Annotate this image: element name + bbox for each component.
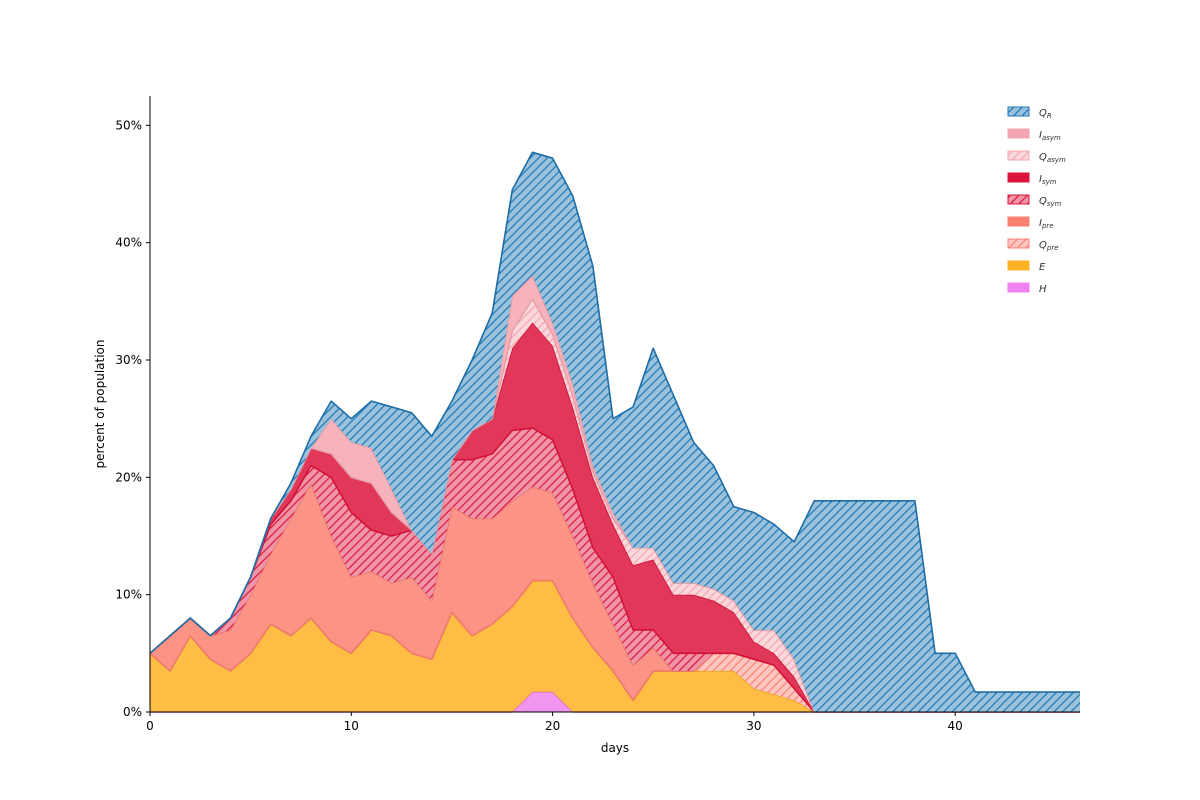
y-tick-label: 10% [115, 588, 142, 602]
legend-swatch [1007, 216, 1030, 227]
legend-label: H [1039, 284, 1047, 295]
area-series-group [149, 151, 1080, 713]
legend-label: Qsym [1039, 196, 1062, 208]
legend-label: Qpre [1039, 240, 1059, 252]
legend-label-main: I [1039, 130, 1042, 141]
x-tick-label: 0 [146, 719, 154, 733]
legend-entry-q-pre: Qpre [1007, 238, 1059, 252]
legend-label: Isym [1039, 174, 1057, 186]
legend-label-sub: sym [1047, 200, 1062, 208]
legend-label-main: E [1039, 262, 1046, 273]
y-tick-label: 40% [115, 236, 142, 250]
y-tick-label: 50% [115, 118, 142, 132]
legend-label-sub: R [1047, 112, 1052, 120]
y-tick-label: 30% [115, 353, 142, 367]
area-i-pre [150, 483, 1080, 712]
x-tick-label: 20 [545, 719, 560, 733]
legend-label-main: Q [1039, 108, 1047, 119]
legend-label-main: H [1039, 284, 1047, 295]
legend-label: Ipre [1039, 218, 1054, 230]
x-tick-label: 10 [344, 719, 359, 733]
legend-swatch [1007, 150, 1030, 161]
legend-swatch [1007, 172, 1030, 183]
area-outline-q-r [149, 151, 1080, 693]
axes: 0 10 20 30 40 0% 10% 20% 30% 40% 50% [115, 96, 1080, 733]
legend-label-main: I [1039, 218, 1042, 229]
legend-swatch [1007, 238, 1030, 249]
legend-label: E [1039, 262, 1046, 273]
x-tick-label: 40 [948, 719, 963, 733]
legend-entry-q-sym: Qsym [1007, 194, 1062, 208]
legend-swatch [1007, 106, 1030, 117]
legend-label: QR [1039, 108, 1052, 120]
area-q-r [150, 152, 1080, 713]
legend-swatch [1007, 260, 1030, 271]
x-tick-label: 30 [746, 719, 761, 733]
legend-label: Qasym [1039, 152, 1066, 164]
legend-label-main: Q [1039, 196, 1047, 207]
legend-label-main: Q [1039, 240, 1047, 251]
legend-label-sub: pre [1046, 244, 1059, 252]
legend-label-sub: asym [1042, 134, 1061, 142]
legend-entry-i-pre: Ipre [1007, 216, 1054, 230]
y-axis-label: percent of population [93, 339, 107, 468]
x-ticks: 0 10 20 30 40 [146, 712, 963, 733]
legend-entry-q-asym: Qasym [1007, 150, 1066, 164]
y-ticks: 0% 10% 20% 30% 40% 50% [115, 118, 150, 719]
legend-swatch [1007, 128, 1030, 139]
legend-swatch [1007, 194, 1030, 205]
legend-label-sub: asym [1047, 156, 1066, 164]
legend-entry-i-asym: Iasym [1007, 128, 1061, 142]
legend-label-sub: pre [1041, 222, 1054, 230]
x-axis-label: days [601, 741, 629, 755]
legend-swatch [1007, 282, 1030, 293]
legend-label: Iasym [1039, 130, 1061, 142]
legend-entry-e: E [1007, 260, 1046, 273]
y-tick-label: 20% [115, 470, 142, 484]
legend-entry-q-r: QR [1007, 106, 1052, 120]
y-tick-label: 0% [123, 705, 142, 719]
legend-entry-h: H [1007, 282, 1047, 295]
legend-label-main: Q [1039, 152, 1047, 163]
area-e [150, 580, 1080, 712]
legend-label-sub: sym [1042, 178, 1057, 186]
legend-label-main: I [1039, 174, 1042, 185]
legend-entry-i-sym: Isym [1007, 172, 1057, 186]
